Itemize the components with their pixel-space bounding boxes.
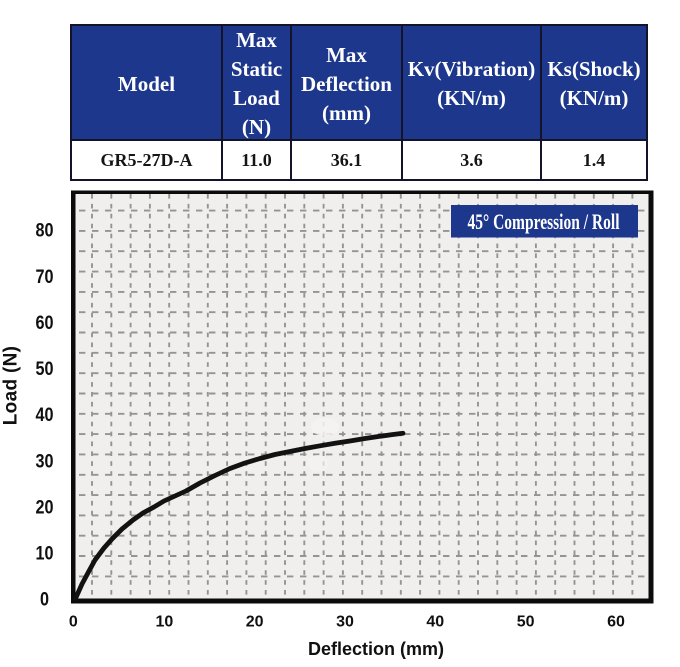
svg-text:0: 0: [69, 614, 78, 631]
svg-text:40: 40: [426, 614, 444, 631]
svg-text:60: 60: [607, 614, 625, 631]
svg-text:20: 20: [246, 614, 264, 631]
svg-text:30: 30: [36, 451, 54, 472]
svg-text:Deflection (mm): Deflection (mm): [308, 639, 444, 659]
svg-text:50: 50: [517, 614, 535, 631]
svg-text:50: 50: [36, 359, 54, 380]
svg-text:45° Compression / Roll: 45° Compression / Roll: [468, 209, 620, 234]
svg-text:20: 20: [36, 497, 54, 518]
svg-text:60: 60: [36, 313, 54, 334]
svg-text:70: 70: [36, 267, 54, 288]
svg-text:80: 80: [36, 221, 54, 242]
svg-text:0: 0: [40, 590, 49, 611]
svg-text:30: 30: [336, 614, 354, 631]
svg-text:Load (N): Load (N): [1, 346, 22, 425]
svg-text:40: 40: [36, 405, 54, 426]
svg-text:10: 10: [156, 614, 174, 631]
svg-text:10: 10: [36, 544, 54, 565]
